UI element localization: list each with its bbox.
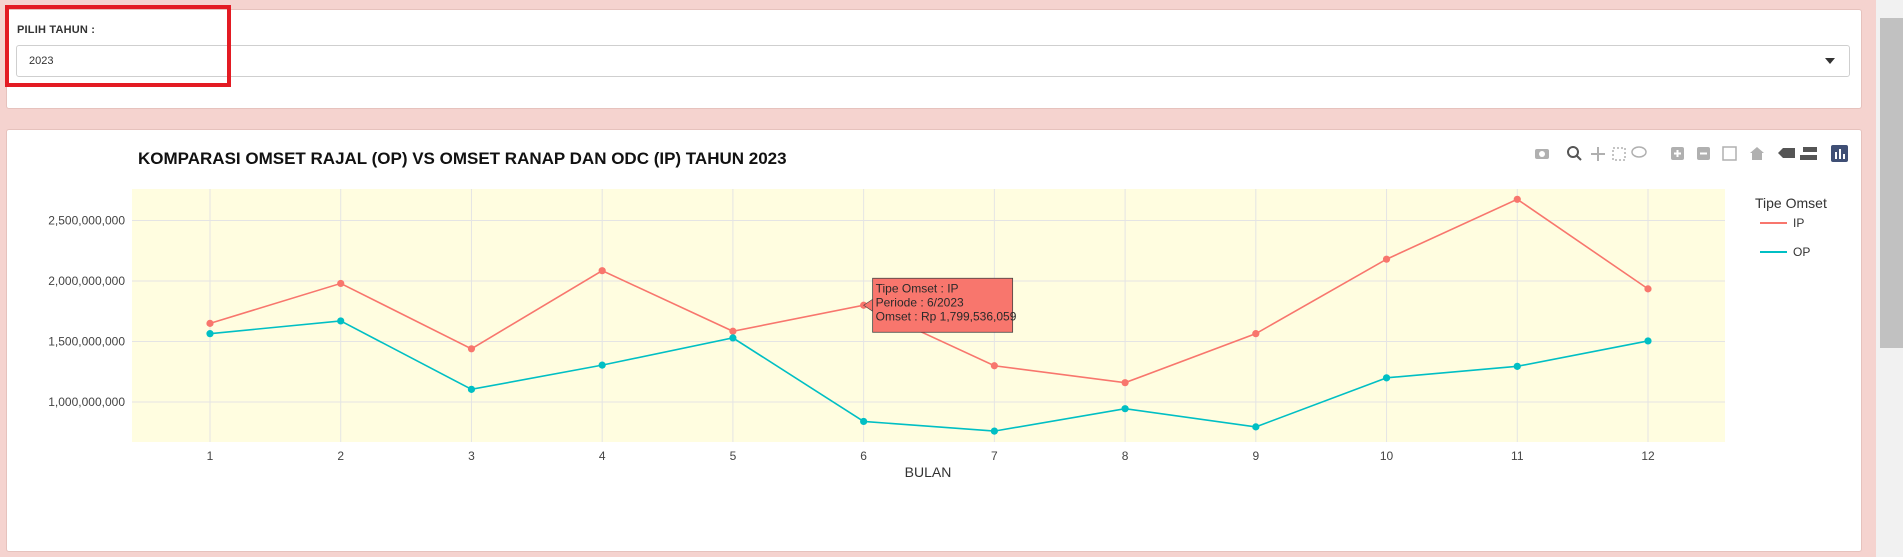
data-point-op[interactable] [337,317,345,325]
data-point-op[interactable] [206,330,214,338]
scrollbar-thumb[interactable] [1880,18,1903,348]
data-point-op[interactable] [1382,374,1391,382]
box-select-icon[interactable] [1612,147,1626,161]
data-point-ip[interactable] [598,267,606,275]
lasso-select-icon[interactable] [1631,146,1647,158]
data-point-ip[interactable] [206,319,214,327]
zoom-icon[interactable] [1567,146,1582,161]
pan-icon[interactable] [1591,147,1605,161]
data-point-op[interactable] [1252,423,1260,431]
reset-axes-icon[interactable] [1750,147,1764,160]
legend: Tipe Omset IP OP [1755,195,1827,259]
y-tick-label: 1,500,000,000 [48,335,125,349]
hover-closest-icon[interactable] [1778,148,1795,158]
data-point-ip[interactable] [467,345,476,353]
y-tick-label: 2,000,000,000 [48,274,125,288]
zoom-in-icon[interactable] [1671,147,1684,160]
chart-panel: KOMPARASI OMSET RAJAL (OP) VS OMSET RANA… [6,129,1862,552]
series-group [206,195,1652,435]
y-axis: 1,000,000,000 1,500,000,000 2,000,000,000 2… [48,213,125,409]
data-point-op[interactable] [467,385,476,393]
line-chart: KOMPARASI OMSET RAJAL (OP) VS OMSET RANA… [48,145,1848,480]
camera-icon[interactable] [1535,149,1549,159]
filter-panel: PILIH TAHUN : 2023 [6,9,1862,109]
chevron-down-icon[interactable] [1825,58,1835,64]
plotly-logo-icon[interactable] [1831,145,1848,162]
data-point-op[interactable] [1513,362,1521,370]
x-tick-label: 2 [337,449,344,463]
data-point-ip[interactable] [1513,195,1521,203]
series-line-op [209,320,1649,432]
year-select-value: 2023 [29,55,54,67]
data-point-ip[interactable] [990,362,998,370]
data-point-op[interactable] [1644,337,1652,345]
legend-label-ip[interactable]: IP [1793,216,1804,230]
x-tick-label: 6 [860,449,867,463]
data-point-ip[interactable] [1252,330,1260,338]
tooltip-line: Periode : 6/2023 [876,295,964,309]
data-point-ip[interactable] [1121,379,1129,387]
data-point-op[interactable] [598,361,606,369]
gridlines [132,189,1725,442]
data-point-ip[interactable] [337,279,345,288]
series-line-ip [209,198,1649,384]
x-tick-label: 12 [1641,449,1655,463]
legend-label-op[interactable]: OP [1793,245,1810,259]
data-point-ip[interactable] [1644,285,1652,293]
x-tick-label: 10 [1380,449,1394,463]
x-axis-label: BULAN [905,464,952,480]
tooltip-line: Omset : Rp 1,799,536,059 [876,309,1017,323]
y-tick-label: 1,000,000,000 [48,395,125,409]
zoom-out-icon[interactable] [1697,147,1710,160]
data-point-op[interactable] [990,427,998,435]
y-tick-label: 2,500,000,000 [48,213,125,227]
x-tick-label: 5 [730,449,737,463]
x-tick-label: 11 [1511,449,1524,463]
x-tick-label: 8 [1122,449,1129,463]
x-tick-label: 1 [207,449,214,463]
year-select[interactable]: 2023 [16,45,1850,77]
x-axis: 1 2 3 4 5 6 7 8 9 10 11 12 [207,449,1655,463]
data-point-op[interactable] [860,417,868,426]
data-point-op[interactable] [1121,405,1129,413]
x-tick-label: 3 [468,449,475,463]
data-point-ip[interactable] [1382,255,1391,263]
data-point-ip[interactable] [729,327,737,335]
tooltip-line: Tipe Omset : IP [876,281,959,295]
x-tick-label: 7 [991,449,998,463]
year-filter-label: PILIH TAHUN : [17,24,96,36]
chart-title: KOMPARASI OMSET RAJAL (OP) VS OMSET RANA… [138,149,787,168]
autoscale-icon[interactable] [1722,146,1737,161]
x-tick-label: 9 [1252,449,1259,463]
hover-compare-icon[interactable] [1800,147,1817,160]
modebar [1535,145,1848,162]
data-point-op[interactable] [729,334,737,342]
legend-title: Tipe Omset [1755,195,1827,211]
tooltip-box [872,277,1014,333]
x-tick-label: 4 [599,449,606,463]
